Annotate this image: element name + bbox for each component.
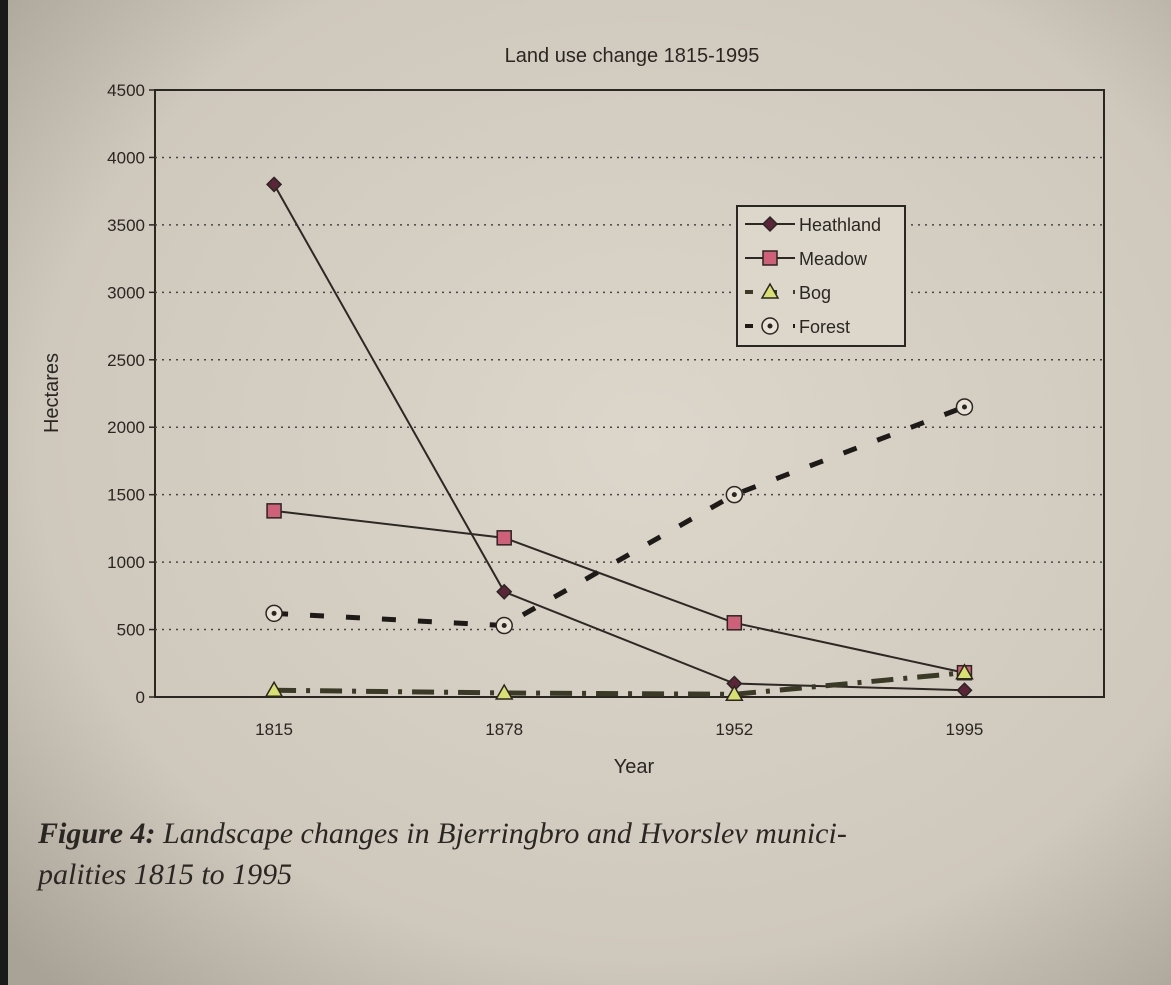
y-tick-label: 3500 bbox=[107, 216, 145, 235]
series-line bbox=[273, 509, 965, 674]
legend-label: Heathland bbox=[799, 215, 881, 235]
legend: Heathland Meadow Bog Forest bbox=[736, 205, 906, 347]
caption-line: palities 1815 to 1995 bbox=[36, 858, 292, 891]
marker bbox=[725, 684, 744, 702]
caption-line: Landscape changes in Bjerringbro and Hvo… bbox=[162, 817, 847, 850]
marker bbox=[496, 530, 512, 546]
legend-label: Bog bbox=[799, 283, 831, 303]
caption: Figure 4: Landscape changes in Bjerringb… bbox=[37, 817, 847, 850]
marker bbox=[761, 215, 779, 233]
marker-dot bbox=[501, 623, 507, 629]
plot-area: 0 500 1000 1500 2000 2500 3000 3500 4000 4500 1815… bbox=[107, 81, 1105, 739]
y-tick-label: 4000 bbox=[107, 148, 145, 167]
marker bbox=[494, 683, 514, 700]
y-tick-label: 0 bbox=[136, 688, 145, 707]
marker bbox=[956, 682, 973, 699]
series-line bbox=[273, 404, 966, 629]
marker bbox=[760, 282, 780, 299]
marker bbox=[726, 615, 743, 631]
plot-frame bbox=[154, 89, 1105, 698]
x-tick-label: 1995 bbox=[946, 720, 984, 739]
x-tick-label: 1878 bbox=[485, 720, 523, 739]
x-tick-label: 1952 bbox=[715, 720, 753, 739]
marker bbox=[496, 583, 513, 600]
marker bbox=[264, 680, 284, 698]
y-tick-label: 1000 bbox=[107, 553, 145, 572]
y-tick-label: 2500 bbox=[107, 351, 145, 370]
legend-label: Forest bbox=[799, 317, 850, 337]
marker-dot bbox=[961, 404, 967, 410]
marker-dot bbox=[731, 492, 737, 498]
x-axis-label: Year bbox=[614, 756, 655, 778]
y-axis-label: Hectares bbox=[41, 353, 63, 433]
legend-box bbox=[736, 205, 906, 347]
caption-label: Figure 4: bbox=[37, 817, 156, 850]
y-tick-label: 3000 bbox=[107, 283, 145, 302]
marker-dot bbox=[767, 323, 773, 329]
chart-title: Land use change 1815-1995 bbox=[505, 45, 760, 67]
y-tick-label: 1500 bbox=[107, 486, 145, 505]
y-tick-label: 500 bbox=[117, 621, 145, 640]
y-tick-label: 2000 bbox=[107, 418, 145, 437]
marker bbox=[955, 663, 974, 680]
marker-dot bbox=[271, 610, 277, 616]
x-tick-label: 1815 bbox=[255, 720, 293, 739]
series-line bbox=[273, 183, 965, 692]
paper bbox=[8, 0, 1171, 985]
y-tick-label: 4500 bbox=[107, 81, 145, 100]
marker bbox=[266, 503, 282, 519]
marker bbox=[762, 250, 778, 266]
marker bbox=[266, 176, 283, 193]
legend-label: Meadow bbox=[799, 249, 868, 269]
